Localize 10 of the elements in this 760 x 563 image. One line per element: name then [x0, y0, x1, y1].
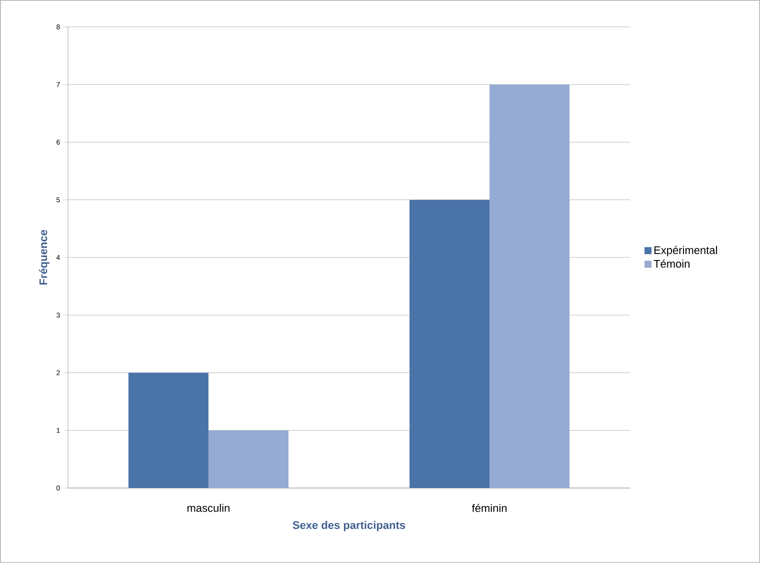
bar — [490, 84, 570, 488]
x-tick-label: masculin — [187, 504, 230, 512]
bar — [410, 200, 490, 488]
legend-label: Témoin — [654, 260, 690, 268]
x-tick-label: féminin — [472, 504, 507, 512]
bar — [128, 372, 208, 488]
x-axis-title: Sexe des participants — [292, 520, 406, 532]
bar — [208, 430, 288, 488]
legend-label: Expérimental — [654, 246, 717, 256]
y-axis-title: Fréquence — [39, 230, 50, 285]
